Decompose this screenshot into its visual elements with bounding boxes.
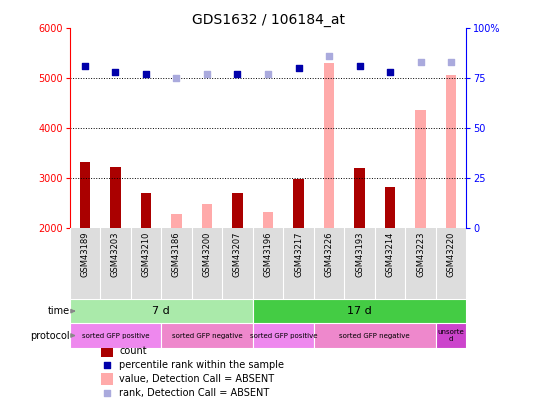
Text: count: count bbox=[119, 346, 147, 356]
Point bbox=[80, 63, 89, 70]
Text: rank, Detection Call = ABSENT: rank, Detection Call = ABSENT bbox=[119, 388, 270, 398]
Bar bbox=[101, 373, 113, 385]
Text: 17 d: 17 d bbox=[347, 306, 372, 316]
Bar bbox=[161, 323, 253, 348]
Text: GSM43186: GSM43186 bbox=[172, 232, 181, 277]
Point bbox=[355, 63, 364, 70]
Point bbox=[294, 65, 303, 72]
Text: GSM43223: GSM43223 bbox=[416, 232, 425, 277]
Point bbox=[203, 71, 211, 77]
Bar bbox=[263, 213, 273, 228]
Text: time: time bbox=[48, 306, 70, 316]
Bar bbox=[110, 167, 121, 228]
Point bbox=[103, 362, 111, 369]
Text: GSM43214: GSM43214 bbox=[385, 232, 394, 277]
Point bbox=[172, 75, 181, 81]
Point bbox=[325, 53, 333, 60]
Point bbox=[142, 71, 150, 77]
Point bbox=[264, 71, 272, 77]
Text: 7 d: 7 d bbox=[152, 306, 170, 316]
Point bbox=[111, 69, 120, 75]
Point bbox=[233, 71, 242, 77]
Text: GSM43220: GSM43220 bbox=[446, 232, 456, 277]
Point bbox=[103, 390, 111, 396]
Text: GSM43196: GSM43196 bbox=[264, 232, 272, 277]
Bar bbox=[171, 214, 182, 228]
Text: GSM43189: GSM43189 bbox=[80, 232, 90, 277]
Bar bbox=[202, 204, 212, 228]
Text: unsorte
d: unsorte d bbox=[438, 329, 464, 342]
Bar bbox=[253, 299, 466, 323]
Text: protocol: protocol bbox=[30, 330, 70, 341]
Text: sorted GFP positive: sorted GFP positive bbox=[249, 333, 317, 339]
Text: sorted GFP positive: sorted GFP positive bbox=[81, 333, 149, 339]
Bar bbox=[385, 187, 396, 228]
Bar bbox=[293, 179, 304, 228]
Bar bbox=[415, 110, 426, 228]
Point bbox=[386, 69, 394, 75]
Bar bbox=[324, 63, 334, 228]
Bar bbox=[436, 323, 466, 348]
Title: GDS1632 / 106184_at: GDS1632 / 106184_at bbox=[191, 13, 345, 27]
Text: GSM43207: GSM43207 bbox=[233, 232, 242, 277]
Bar bbox=[446, 75, 456, 228]
Point bbox=[416, 59, 425, 66]
Text: GSM43193: GSM43193 bbox=[355, 232, 364, 277]
Text: percentile rank within the sample: percentile rank within the sample bbox=[119, 360, 284, 370]
Text: GSM43210: GSM43210 bbox=[142, 232, 151, 277]
Bar bbox=[140, 193, 151, 228]
Bar bbox=[354, 168, 365, 228]
Text: sorted GFP negative: sorted GFP negative bbox=[339, 333, 410, 339]
Bar bbox=[101, 345, 113, 357]
Text: GSM43200: GSM43200 bbox=[203, 232, 212, 277]
Text: GSM43203: GSM43203 bbox=[111, 232, 120, 277]
Point bbox=[447, 59, 456, 66]
Text: sorted GFP negative: sorted GFP negative bbox=[172, 333, 242, 339]
Bar bbox=[314, 323, 436, 348]
Bar bbox=[79, 162, 90, 228]
Text: GSM43217: GSM43217 bbox=[294, 232, 303, 277]
Text: GSM43226: GSM43226 bbox=[324, 232, 333, 277]
Text: value, Detection Call = ABSENT: value, Detection Call = ABSENT bbox=[119, 374, 274, 384]
Bar bbox=[70, 323, 161, 348]
Bar bbox=[253, 323, 314, 348]
Bar bbox=[232, 193, 243, 228]
Bar bbox=[70, 299, 253, 323]
